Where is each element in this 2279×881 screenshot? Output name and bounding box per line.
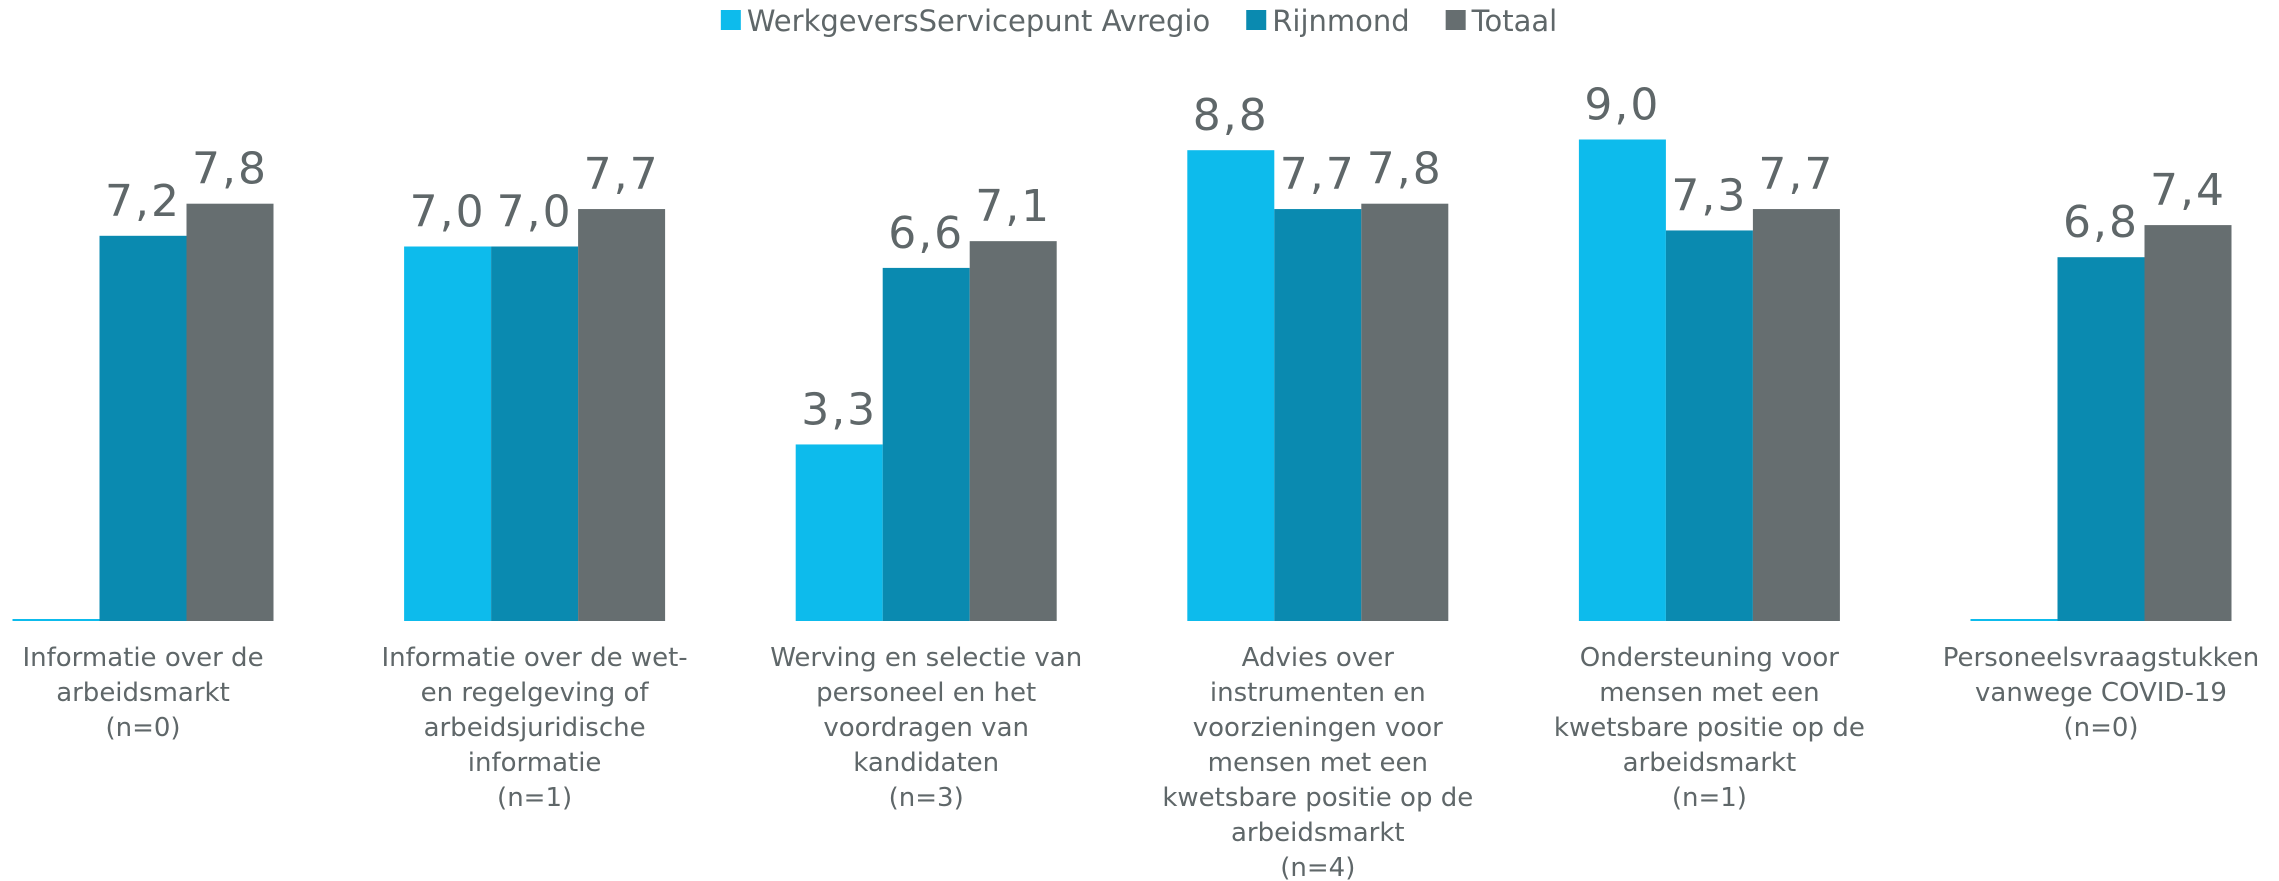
bar	[882, 267, 970, 621]
value-label: 7,0	[410, 187, 486, 238]
legend-swatch	[1246, 10, 1267, 30]
bar	[12, 619, 100, 621]
bar	[1970, 619, 2058, 621]
bar	[1274, 209, 1362, 622]
value-label: 7,7	[1758, 149, 1834, 200]
bar	[2057, 257, 2145, 621]
bar	[2144, 225, 2232, 621]
x-tick-label: Advies over instrumenten en voorzieninge…	[1162, 643, 1474, 881]
value-label: 7,3	[1671, 170, 1747, 221]
bar	[186, 203, 274, 621]
x-tick-label: Ondersteuning voor mensen met een kwetsb…	[1553, 643, 1865, 813]
value-label: 7,0	[497, 187, 573, 238]
x-tick-label: Personeelsvraagstukken vanwege COVID-19 …	[1942, 643, 2260, 743]
bar	[1578, 139, 1666, 621]
bar	[99, 235, 187, 622]
value-label: 7,7	[1280, 149, 1356, 200]
bar	[969, 241, 1057, 621]
value-label: 7,2	[105, 176, 181, 227]
bar	[491, 246, 579, 621]
value-label: 6,6	[888, 208, 964, 259]
value-label: 8,8	[1193, 90, 1269, 141]
bar	[1665, 230, 1753, 621]
legend-label: WerkgeversServicepunt Avregio	[747, 4, 1210, 38]
value-label: 7,8	[1367, 144, 1443, 195]
legend-swatch	[720, 10, 741, 30]
value-label: 6,8	[2063, 197, 2139, 248]
bar	[578, 209, 666, 622]
legend-label: Totaal	[1471, 4, 1558, 38]
bar	[795, 444, 883, 621]
x-tick-label: Werving en selectie van personeel en het…	[770, 643, 1083, 813]
value-label: 7,8	[192, 144, 268, 195]
bar	[1187, 150, 1275, 621]
x-tick-label: Informatie over de wet- en regelgeving o…	[381, 643, 688, 813]
legend-swatch	[1445, 10, 1466, 30]
bar	[404, 246, 492, 621]
value-label: 9,0	[1584, 80, 1660, 131]
legend-label: Rijnmond	[1272, 4, 1409, 38]
value-label: 7,1	[975, 181, 1051, 232]
x-tick-label: Informatie over de arbeidsmarkt (n=0)	[22, 643, 264, 743]
value-label: 3,3	[801, 384, 877, 435]
value-label: 7,7	[584, 149, 660, 200]
bar	[1361, 203, 1449, 621]
value-label: 7,4	[2150, 165, 2226, 216]
bar	[1752, 209, 1840, 622]
